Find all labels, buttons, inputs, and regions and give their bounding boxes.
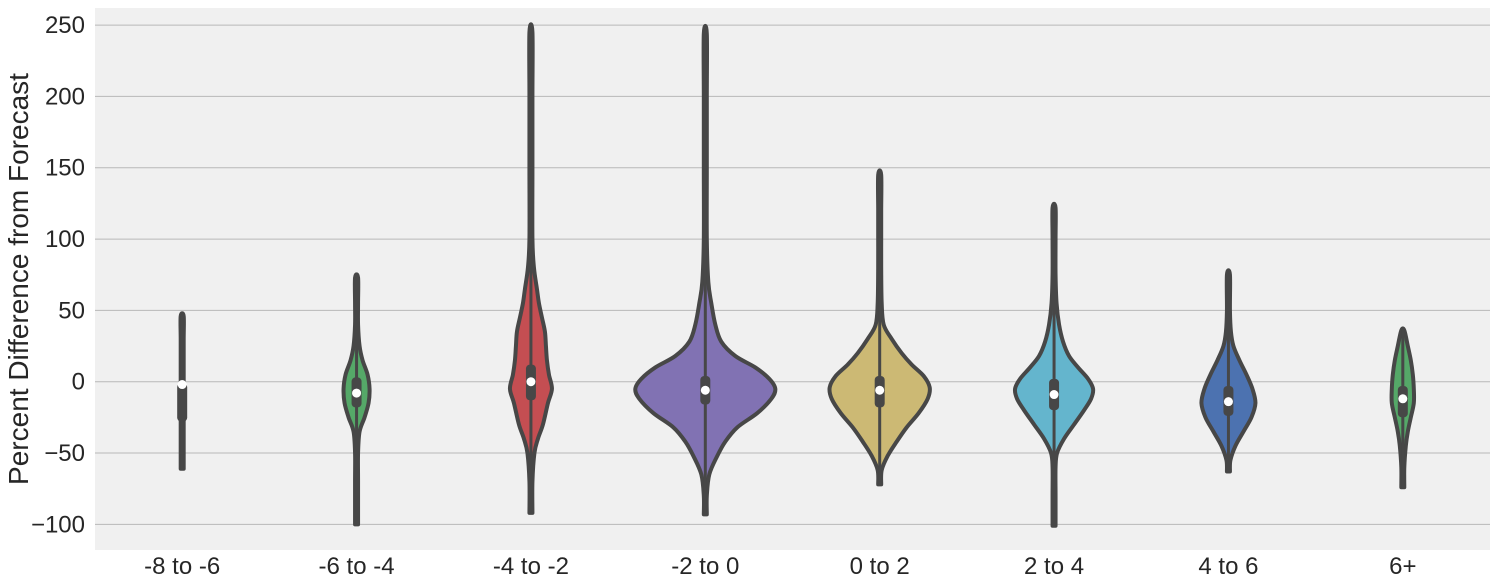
violin-median-dot: [1398, 394, 1408, 404]
y-tick-label: 200: [45, 83, 85, 110]
x-tick-label: -4 to -2: [493, 553, 569, 580]
x-tick-label: -2 to 0: [671, 553, 739, 580]
violin-6: [1012, 201, 1096, 528]
plot-background: [95, 8, 1490, 550]
violin-2: [341, 272, 372, 527]
violin-median-dot: [1223, 397, 1233, 407]
y-tick-label: 0: [72, 369, 85, 396]
violin-median-dot: [526, 377, 536, 387]
y-axis-title: Percent Difference from Forecast: [3, 73, 34, 485]
violin-5: [827, 168, 932, 487]
x-tick-label: -8 to -6: [144, 553, 220, 580]
violin-median-dot: [177, 380, 187, 390]
x-tick-label: 4 to 6: [1198, 553, 1258, 580]
y-tick-label: 150: [45, 155, 85, 182]
grid-lines: [95, 24, 1490, 525]
violin-7: [1199, 268, 1258, 474]
x-tick-label: 0 to 2: [850, 553, 910, 580]
x-tick-labels: -8 to -6 -6 to -4 -4 to -2 -2 to 0 0 to 2 2 t…: [144, 553, 1416, 580]
y-tick-label: −100: [31, 511, 85, 538]
violin-8: [1389, 326, 1417, 490]
violins: [177, 22, 1417, 528]
violin-median-dot: [1049, 390, 1059, 400]
violin-3: [507, 22, 554, 515]
violin-median-dot: [352, 388, 362, 398]
y-tick-label: −50: [44, 440, 85, 467]
violin-1: [177, 311, 188, 471]
violin-median-dot: [700, 385, 710, 395]
y-tick-labels: −100 −50 0 50 100 150 200 250: [31, 12, 85, 538]
x-tick-label: 6+: [1389, 553, 1416, 580]
violin-iqr-box: [177, 383, 188, 422]
violin-median-dot: [875, 385, 885, 395]
x-tick-label: 2 to 4: [1024, 553, 1084, 580]
x-tick-label: -6 to -4: [319, 553, 395, 580]
violin-4: [633, 23, 778, 517]
y-tick-label: 100: [45, 226, 85, 253]
y-tick-label: 50: [58, 297, 85, 324]
y-tick-label: 250: [45, 12, 85, 39]
